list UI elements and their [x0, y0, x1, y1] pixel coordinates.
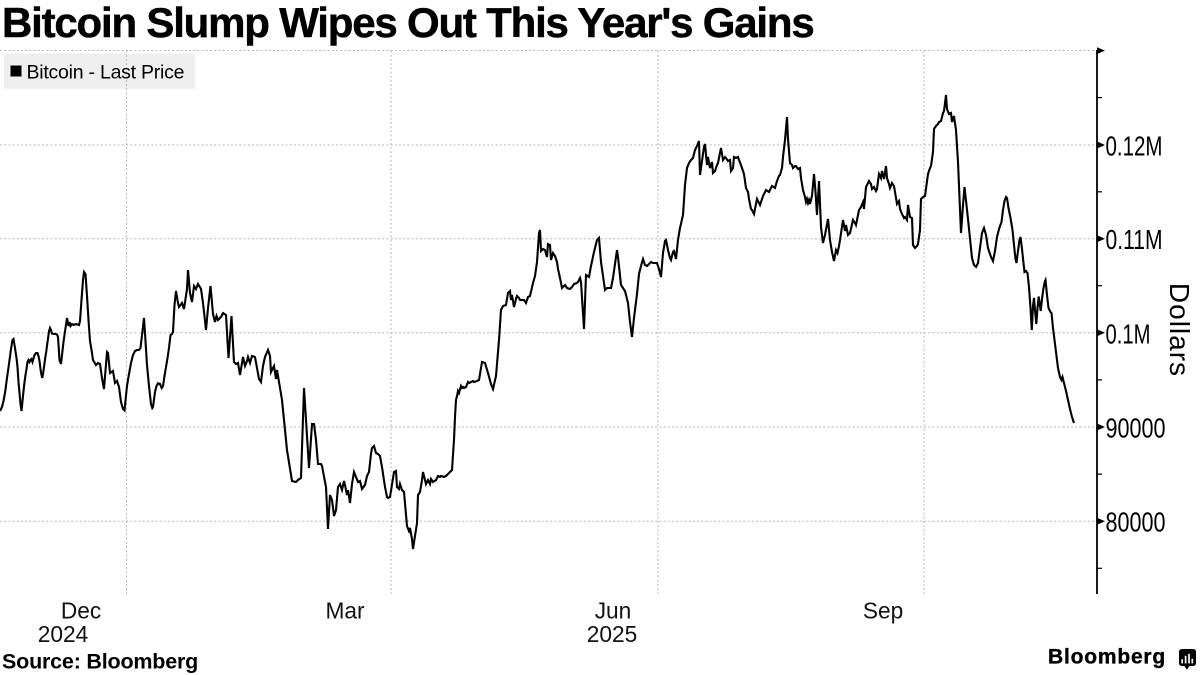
svg-text:80000: 80000 [1106, 507, 1166, 538]
svg-text:90000: 90000 [1106, 413, 1166, 444]
svg-text:Bitcoin - Last Price: Bitcoin - Last Price [27, 62, 185, 84]
svg-text:Jun: Jun [595, 597, 632, 623]
svg-text:Mar: Mar [325, 597, 365, 623]
svg-text:2024: 2024 [38, 621, 88, 647]
svg-text:Sep: Sep [863, 597, 903, 623]
svg-text:Dec: Dec [61, 597, 101, 623]
svg-text:0.12M: 0.12M [1106, 131, 1163, 162]
svg-text:0.11M: 0.11M [1106, 224, 1163, 255]
svg-text:2025: 2025 [587, 621, 637, 647]
svg-text:Bloomberg: Bloomberg [1048, 646, 1166, 669]
svg-text:Dollars: Dollars [1164, 283, 1195, 377]
svg-text:0.1M: 0.1M [1106, 318, 1151, 349]
svg-text:Source: Bloomberg: Source: Bloomberg [2, 650, 198, 674]
